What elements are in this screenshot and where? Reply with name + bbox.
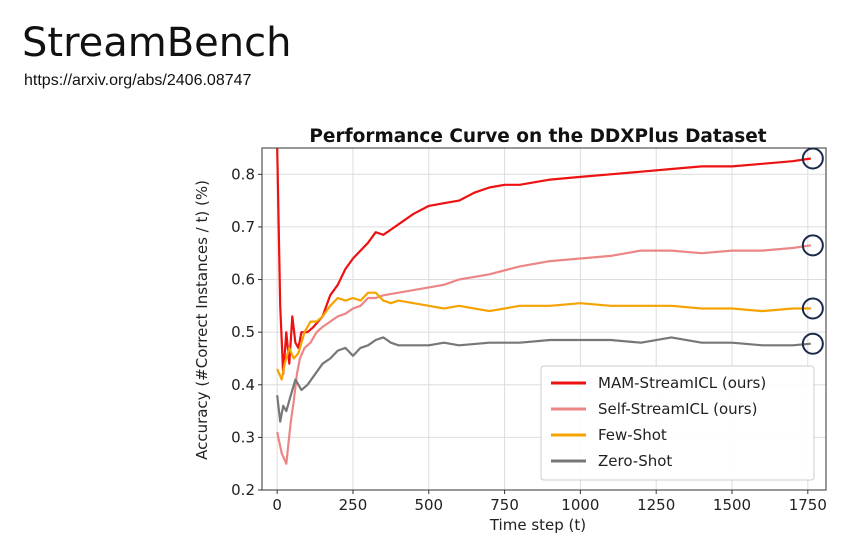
x-tick-label: 1000: [561, 496, 599, 514]
plot-frame: [261, 147, 827, 491]
series-lines: [276, 147, 811, 465]
x-tick-label: 500: [414, 496, 443, 514]
y-axis-label: Accuracy (#Correct Instances / t) (%): [193, 180, 211, 460]
circle-marker: [801, 234, 824, 257]
circle-marker: [801, 297, 824, 320]
y-tick-label: 0.6: [231, 271, 255, 289]
x-tick-label: 1750: [789, 496, 827, 514]
x-tick-label: 250: [339, 496, 368, 514]
x-axis-label: Time step (t): [489, 516, 586, 534]
legend-label: Few-Shot: [598, 426, 667, 444]
chart-title: Performance Curve on the DDXPlus Dataset: [309, 126, 766, 147]
legend: MAM-StreamICL (ours) Self-StreamICL (ours…: [540, 365, 815, 481]
circle-marker: [801, 147, 824, 170]
y-tick-label: 0.4: [231, 376, 255, 394]
y-tick-label: 0.8: [231, 165, 255, 183]
x-tick-label: 0: [272, 496, 282, 514]
x-tick-label: 1500: [713, 496, 751, 514]
slide-title: StreamBench: [22, 20, 292, 66]
series-line-mam-streamicl-ours: [276, 147, 811, 376]
x-tick-label: 750: [490, 496, 519, 514]
y-tick-label: 0.5: [231, 323, 255, 341]
y-tick-label: 0.2: [231, 481, 255, 499]
legend-box: [540, 365, 815, 481]
y-tick-label: 0.7: [231, 218, 255, 236]
series-line-zero-shot: [276, 336, 811, 423]
series-line-self-streamicl-ours: [276, 244, 811, 465]
paper-link[interactable]: https://arxiv.org/abs/2406.08747: [24, 72, 252, 89]
legend-label: Zero-Shot: [598, 452, 672, 470]
series-line-few-shot: [276, 291, 811, 381]
legend-label: Self-StreamICL (ours): [598, 400, 757, 418]
circle-marker: [801, 332, 824, 355]
axis-ticks: 0 250 500 750 1000 1250 1500 1750 0.2 0.3 0.4 0.5 0.…: [231, 165, 827, 514]
circle-markers: [801, 147, 824, 355]
x-tick-label: 1250: [637, 496, 675, 514]
y-tick-label: 0.3: [231, 428, 255, 446]
legend-label: MAM-StreamICL (ours): [598, 374, 766, 392]
